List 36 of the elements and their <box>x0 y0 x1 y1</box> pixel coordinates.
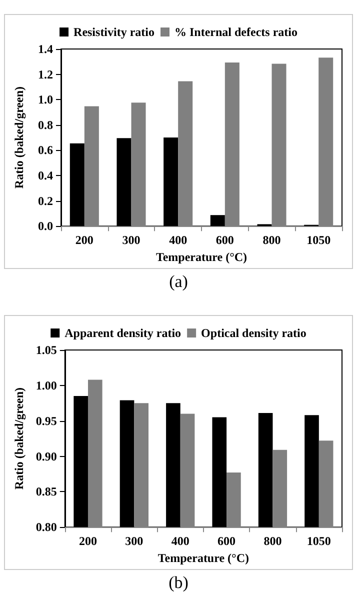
y-tick-label: 0.0 <box>38 219 53 234</box>
y-axis-title: Ratio (baked/green) <box>12 86 26 189</box>
x-tick-label: 1050 <box>306 233 331 248</box>
y-axis-title: Ratio (baked/green) <box>12 387 26 490</box>
x-tick-label: 800 <box>264 534 282 548</box>
y-tick-label: 0.90 <box>36 449 57 464</box>
x-tick-label: 1050 <box>306 534 331 548</box>
x-axis-title: Temperature (°C) <box>156 250 248 264</box>
y-tick-label: 1.05 <box>36 343 57 357</box>
y-tick-label: 0.8 <box>38 118 53 132</box>
text: (b) <box>168 573 190 593</box>
x-tick-label: 400 <box>171 534 190 548</box>
y-tick-label: 0.4 <box>38 168 53 182</box>
x-tick-label: 300 <box>125 534 144 548</box>
x-tick-label: 800 <box>262 233 281 248</box>
legend-label: Optical density ratio <box>201 326 306 340</box>
y-tick-label: 0.80 <box>36 520 57 534</box>
x-tick-label: 200 <box>75 233 94 248</box>
x-tick-label: 400 <box>169 233 188 248</box>
y-tick-label: 1.00 <box>36 378 57 392</box>
x-tick-label: 300 <box>122 233 140 248</box>
text: (a) <box>168 272 189 292</box>
y-tick-label: 0.95 <box>36 414 57 428</box>
y-tick-label: 0.6 <box>38 143 53 158</box>
x-tick-label: 600 <box>218 534 236 548</box>
y-tick-label: 1.4 <box>38 42 53 56</box>
legend-label: % Internal defects ratio <box>174 25 298 39</box>
y-tick-label: 1.0 <box>38 92 53 107</box>
x-tick-label: 600 <box>216 233 234 248</box>
y-tick-label: 0.2 <box>38 194 53 208</box>
x-tick-label: 200 <box>78 534 97 548</box>
legend-label: Apparent density ratio <box>64 326 182 340</box>
y-tick-label: 1.2 <box>38 67 53 82</box>
legend-label: Resistivity ratio <box>74 25 155 39</box>
x-axis-title: Temperature (°C) <box>158 551 250 565</box>
y-tick-label: 0.85 <box>36 484 57 499</box>
